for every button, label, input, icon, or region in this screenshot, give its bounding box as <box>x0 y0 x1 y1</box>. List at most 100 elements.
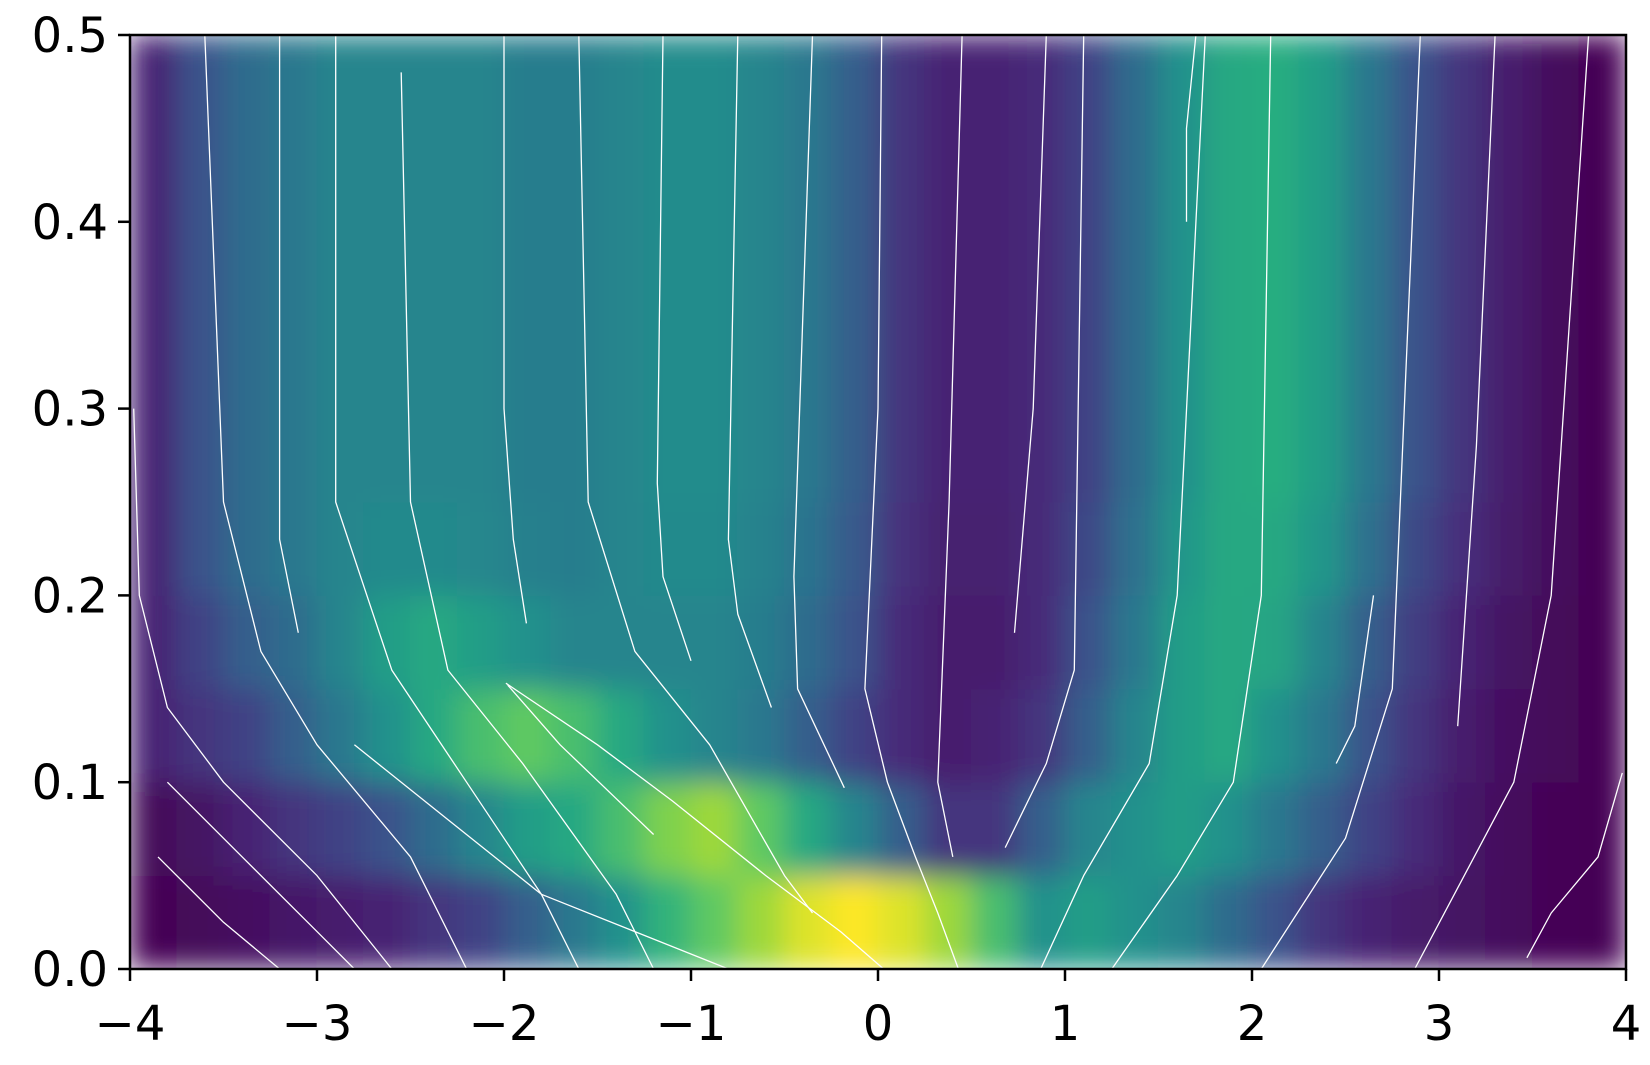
heat-cell <box>223 688 271 783</box>
heat-cell <box>1064 221 1113 316</box>
heat-cell <box>830 594 879 690</box>
heat-cell <box>737 35 785 129</box>
heat-cell <box>784 781 832 877</box>
heat-cell <box>1438 594 1487 690</box>
heat-cell <box>1578 875 1626 969</box>
heat-cell <box>1391 781 1440 877</box>
heat-cell <box>784 688 832 783</box>
heat-cell <box>1345 35 1393 129</box>
heat-cell <box>597 408 645 503</box>
heat-cell <box>877 688 926 783</box>
heat-cell <box>410 408 458 503</box>
streamline <box>157 856 281 969</box>
heat-cell <box>176 501 224 596</box>
y-tick-label: 0.4 <box>32 195 108 251</box>
heat-cell <box>456 35 505 129</box>
heat-cell <box>1532 127 1580 223</box>
heat-cell <box>924 594 972 690</box>
heat-cell <box>690 35 739 129</box>
heat-cell <box>503 127 552 223</box>
heat-cell <box>410 127 458 223</box>
heat-cell <box>269 781 318 877</box>
heat-cell <box>1298 408 1346 503</box>
heat-cell <box>1391 35 1440 129</box>
heat-cell <box>1578 35 1626 129</box>
heatmap <box>130 35 1626 969</box>
heat-cell <box>737 314 785 410</box>
heat-cell <box>643 688 692 783</box>
heat-cell <box>1391 688 1440 783</box>
heat-cell <box>176 688 224 783</box>
heat-cell <box>1204 35 1253 129</box>
heat-cell <box>410 501 458 596</box>
heat-cell <box>456 408 505 503</box>
heat-cell <box>784 594 832 690</box>
heat-cell <box>1532 314 1580 410</box>
heat-cell <box>643 781 692 877</box>
heat-cell <box>971 35 1019 129</box>
heat-cell <box>830 688 879 783</box>
heat-cell <box>971 408 1019 503</box>
streamline <box>937 35 963 858</box>
heat-cell <box>597 781 645 877</box>
heat-cell <box>363 35 411 129</box>
heat-cell <box>1438 875 1487 969</box>
heat-cell <box>316 221 365 316</box>
heat-cell <box>1017 594 1066 690</box>
heat-cell <box>1204 221 1253 316</box>
heat-cell <box>1298 127 1346 223</box>
heat-cell <box>456 781 505 877</box>
heat-cell <box>1064 35 1113 129</box>
heat-cell <box>223 408 271 503</box>
heat-cell <box>130 314 178 410</box>
heat-cell <box>1298 221 1346 316</box>
heat-cell <box>597 501 645 596</box>
heat-cell <box>176 594 224 690</box>
heat-cell <box>1578 221 1626 316</box>
heat-cell <box>316 875 365 969</box>
heat-cell <box>1578 408 1626 503</box>
heat-cell <box>1017 314 1066 410</box>
heat-cell <box>1158 221 1206 316</box>
y-tick-label: 0.2 <box>32 568 108 624</box>
heat-cell <box>1578 314 1626 410</box>
heat-cell <box>830 127 879 223</box>
heat-cell <box>176 875 224 969</box>
heat-cell <box>1111 35 1159 129</box>
heat-cell <box>1485 127 1533 223</box>
streamline <box>1457 35 1496 727</box>
heat-cell <box>1298 35 1346 129</box>
heat-cell <box>130 127 178 223</box>
heat-cell <box>1532 35 1580 129</box>
x-tick-label: −3 <box>282 996 353 1052</box>
heat-cell <box>1532 875 1580 969</box>
heat-cell <box>269 408 318 503</box>
heat-cell <box>1251 781 1300 877</box>
streamline <box>400 72 655 969</box>
heat-cell <box>410 594 458 690</box>
heat-cell <box>223 314 271 410</box>
heat-cell <box>1532 781 1580 877</box>
heat-cell <box>363 688 411 783</box>
heat-cell <box>877 314 926 410</box>
streamline <box>133 408 393 969</box>
heat-cell <box>1485 688 1533 783</box>
heat-cell <box>877 594 926 690</box>
heat-cell <box>690 594 739 690</box>
heat-cell <box>1345 594 1393 690</box>
streamline <box>1013 35 1047 633</box>
heat-cell <box>223 35 271 129</box>
heat-cell <box>1111 221 1159 316</box>
heat-cell <box>1017 781 1066 877</box>
heat-cell <box>924 688 972 783</box>
heat-cell <box>456 688 505 783</box>
heat-cell <box>737 688 785 783</box>
heat-cell <box>737 501 785 596</box>
heat-cell <box>550 221 598 316</box>
heat-cell <box>784 875 832 969</box>
heat-cell <box>1532 688 1580 783</box>
heat-cell <box>1111 314 1159 410</box>
heat-cell <box>1391 221 1440 316</box>
heat-cell <box>269 35 318 129</box>
